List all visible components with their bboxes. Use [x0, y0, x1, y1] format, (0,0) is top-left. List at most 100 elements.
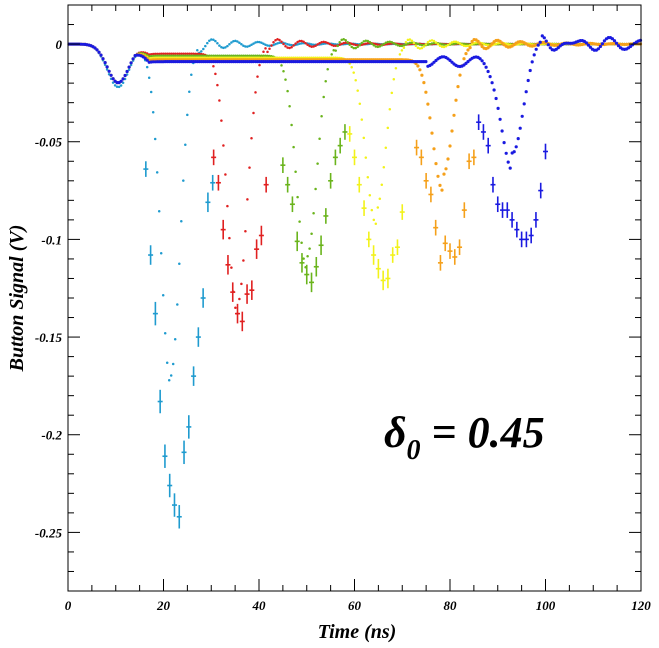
delta-symbol: δ — [384, 408, 407, 457]
simulated-point — [610, 37, 615, 41]
simulated-point — [246, 198, 249, 201]
simulated-point — [376, 45, 380, 49]
simulated-point — [464, 44, 468, 48]
simulated-point — [496, 42, 500, 45]
simulated-point — [153, 137, 157, 141]
y-tick-label: -0.15 — [35, 330, 63, 345]
simulated-point — [210, 54, 213, 58]
simulated-point — [522, 102, 526, 106]
simulated-point — [167, 54, 171, 58]
simulated-point — [482, 42, 486, 46]
y-tick-label: 0 — [56, 37, 63, 52]
simulated-point — [506, 160, 510, 164]
simulated-point — [548, 46, 552, 50]
simulated-point — [330, 53, 333, 56]
simulated-point — [254, 41, 257, 44]
simulated-point — [153, 54, 157, 58]
simulated-point — [296, 195, 299, 199]
simulated-point — [368, 194, 372, 197]
simulated-point — [540, 34, 544, 38]
simulated-point — [284, 44, 287, 48]
simulated-point — [430, 39, 434, 42]
simulated-point — [230, 41, 233, 44]
simulated-point — [408, 41, 412, 45]
simulated-point — [240, 43, 243, 46]
simulated-point — [113, 84, 117, 87]
x-tick-label: 40 — [252, 598, 267, 613]
simulated-point — [438, 42, 442, 45]
simulated-point — [286, 89, 289, 93]
simulated-point — [234, 39, 237, 43]
simulated-point — [294, 170, 297, 173]
simulated-point — [214, 39, 217, 43]
simulated-point — [180, 54, 183, 58]
simulated-point — [184, 54, 187, 58]
simulated-point — [614, 41, 619, 45]
simulated-point — [518, 42, 522, 45]
simulated-point — [344, 41, 347, 44]
simulated-point — [300, 241, 303, 245]
simulated-point — [196, 52, 199, 56]
simulated-point — [149, 52, 153, 56]
simulated-point — [107, 69, 111, 73]
simulated-point — [318, 137, 321, 141]
simulated-point — [344, 39, 347, 42]
simulated-point — [184, 52, 187, 56]
simulated-point — [346, 41, 349, 44]
simulated-point — [326, 41, 329, 45]
simulated-point — [388, 42, 392, 45]
simulated-point — [328, 42, 331, 46]
simulated-point — [490, 42, 494, 46]
simulated-point — [432, 39, 436, 43]
simulated-point — [452, 113, 456, 117]
simulated-point — [167, 52, 171, 56]
simulated-point — [352, 46, 355, 50]
simulated-point — [240, 54, 243, 58]
delta-subscript: 0 — [407, 435, 421, 466]
simulated-point — [538, 40, 542, 44]
simulated-point — [246, 45, 249, 48]
simulated-point — [444, 167, 448, 171]
simulated-point — [446, 157, 450, 161]
simulated-point — [298, 42, 301, 46]
simulated-point — [278, 41, 281, 45]
simulated-point — [292, 145, 295, 149]
simulated-point — [196, 54, 199, 58]
simulated-point — [206, 41, 209, 45]
simulated-point — [360, 118, 364, 121]
simulated-point — [302, 257, 305, 260]
simulated-point — [308, 42, 311, 46]
simulated-point — [280, 64, 283, 67]
simulated-point — [450, 43, 454, 46]
simulated-point — [266, 44, 269, 47]
simulated-point — [354, 79, 357, 82]
simulated-point — [530, 60, 534, 64]
simulated-point — [434, 41, 438, 44]
simulated-point — [368, 40, 372, 44]
simulated-point — [266, 50, 269, 54]
simulated-point — [386, 40, 390, 44]
simulated-point — [159, 252, 163, 255]
simulated-point — [234, 54, 237, 58]
simulated-point — [252, 42, 255, 45]
simulated-point — [488, 44, 492, 48]
simulated-point — [204, 44, 207, 48]
simulated-point — [180, 219, 183, 223]
simulated-point — [224, 54, 227, 58]
simulated-point — [208, 54, 211, 58]
simulated-point — [394, 43, 398, 46]
simulated-point — [222, 54, 225, 58]
simulated-point — [396, 44, 400, 47]
simulated-point — [254, 54, 257, 58]
simulated-point — [169, 54, 173, 58]
simulated-point — [244, 54, 247, 58]
simulated-point — [364, 39, 368, 42]
simulated-point — [424, 43, 428, 46]
simulated-point — [284, 78, 287, 81]
simulated-point — [498, 117, 502, 121]
simulated-point — [268, 44, 271, 48]
simulated-point — [406, 38, 410, 42]
y-tick-label: -0.05 — [35, 135, 63, 150]
x-tick-label: 80 — [444, 598, 458, 613]
simulated-point — [390, 41, 394, 44]
